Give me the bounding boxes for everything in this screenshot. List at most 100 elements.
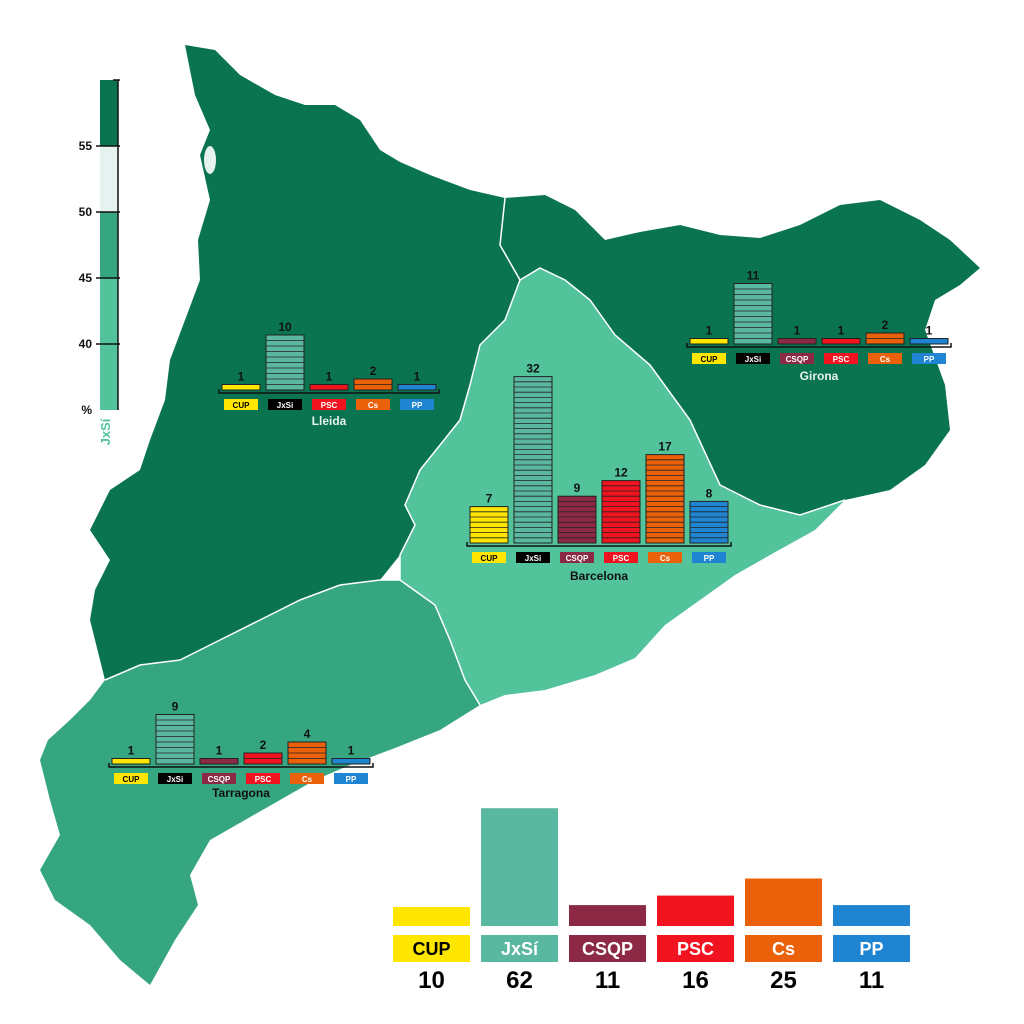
total-label-box <box>569 935 646 962</box>
seat-count: 1 <box>326 370 333 384</box>
total-bar <box>481 808 558 926</box>
seat-count: 1 <box>794 324 801 338</box>
seat-count: 8 <box>706 486 713 500</box>
seat-count: 10 <box>278 320 292 334</box>
party-label: JxSi <box>277 401 293 410</box>
party-label: PSC <box>321 401 338 410</box>
total-seat-count: 11 <box>595 967 620 994</box>
seat-count: 1 <box>348 744 355 758</box>
party-label: CUP <box>233 401 251 410</box>
total-label-box <box>745 935 822 962</box>
party-label: JxSi <box>525 554 541 563</box>
legend-band <box>100 80 118 146</box>
seat-count: 4 <box>304 727 311 741</box>
seat-bar <box>733 283 773 345</box>
seat-count: 2 <box>370 364 377 378</box>
seat-count: 1 <box>414 370 421 384</box>
total-party-label: CSQP <box>582 939 633 959</box>
party-label: PSC <box>255 775 272 784</box>
seat-count: 12 <box>614 466 628 480</box>
total-bar <box>657 895 734 926</box>
party-label-box <box>312 399 346 410</box>
total-bar <box>833 905 910 926</box>
province-bracket <box>108 763 374 768</box>
province-border <box>104 579 400 681</box>
legend-tick-label: 45 <box>79 271 93 285</box>
party-label: CUP <box>481 554 499 563</box>
party-label-box <box>648 552 682 563</box>
total-label-box <box>833 935 910 962</box>
party-label: JxSi <box>167 775 183 784</box>
total-seat-count: 25 <box>770 967 797 994</box>
seat-bar <box>909 338 949 345</box>
party-label-box <box>158 773 192 784</box>
party-label-box <box>246 773 280 784</box>
party-label: CSQP <box>786 355 809 364</box>
party-label-box <box>472 552 506 563</box>
legend-party-label: JxSí <box>98 418 113 445</box>
seat-count: 11 <box>747 269 760 283</box>
seat-bar <box>821 338 861 345</box>
party-label-box <box>356 399 390 410</box>
seat-count: 1 <box>216 744 223 758</box>
party-label: PP <box>704 554 715 563</box>
party-label-box <box>290 773 324 784</box>
party-label: CSQP <box>566 554 589 563</box>
province-name: Girona <box>800 369 839 383</box>
province-bracket <box>466 542 732 547</box>
province-groups: 1CUP10JxSi1PSC2Cs1PPLleida1CUP11JxSi1CSQ… <box>108 269 952 800</box>
province-bracket <box>218 389 440 394</box>
total-seat-count: 62 <box>506 967 533 994</box>
legend-band <box>100 212 118 278</box>
legend-tick-label: 50 <box>79 205 93 219</box>
legend-unit-label: % <box>81 403 92 417</box>
total-party-label: Cs <box>772 939 795 959</box>
total-seat-count: 11 <box>859 967 884 994</box>
total-seat-count: 10 <box>418 967 445 994</box>
party-label: CUP <box>123 775 141 784</box>
seat-bar <box>155 714 195 765</box>
seat-count: 2 <box>882 318 889 332</box>
seat-bar <box>469 506 509 544</box>
seat-bar <box>199 758 239 765</box>
province-border <box>399 197 521 706</box>
party-label-box <box>224 399 258 410</box>
province-name: Lleida <box>312 414 347 428</box>
party-label-box <box>692 353 726 364</box>
seat-count: 7 <box>486 492 493 506</box>
party-label-box <box>780 353 814 364</box>
total-party-label: CUP <box>412 939 450 959</box>
seat-bar <box>777 338 817 345</box>
legend-tick-label: 40 <box>79 337 93 351</box>
party-label-box <box>692 552 726 563</box>
party-label: Cs <box>302 775 313 784</box>
party-label: PP <box>346 775 357 784</box>
party-label-box <box>516 552 550 563</box>
total-label-box <box>393 935 470 962</box>
party-label-box <box>400 399 434 410</box>
seat-bar <box>221 384 261 391</box>
seat-bar <box>689 338 729 345</box>
party-label-box <box>736 353 770 364</box>
seat-count: 17 <box>658 440 672 454</box>
province-group-barcelona: 7 CUP 32 JxSi 9 CSQP 12 PSC 17 Cs 8 PP Barcelona <box>466 362 732 583</box>
province-border <box>519 267 846 516</box>
party-label: CSQP <box>208 775 231 784</box>
province-name: Tarragona <box>212 786 270 800</box>
party-label: PP <box>924 355 935 364</box>
province-bracket <box>686 343 952 348</box>
seat-count: 1 <box>706 324 713 338</box>
seat-count: 9 <box>574 481 581 495</box>
party-label: PSC <box>613 554 630 563</box>
seat-count: 1 <box>128 744 135 758</box>
total-seat-count: 16 <box>682 967 709 994</box>
party-label-box <box>824 353 858 364</box>
province-group-girona: 1 CUP 11 JxSi 1 CSQP 1 PSC 2 Cs 1 PP Girona <box>686 269 952 383</box>
party-label-box <box>114 773 148 784</box>
seat-bar <box>111 758 151 765</box>
seat-bar <box>397 384 437 391</box>
total-bar <box>393 907 470 926</box>
legend-tick-label: 55 <box>79 139 93 153</box>
seat-count: 32 <box>526 362 540 376</box>
total-label-box <box>657 935 734 962</box>
